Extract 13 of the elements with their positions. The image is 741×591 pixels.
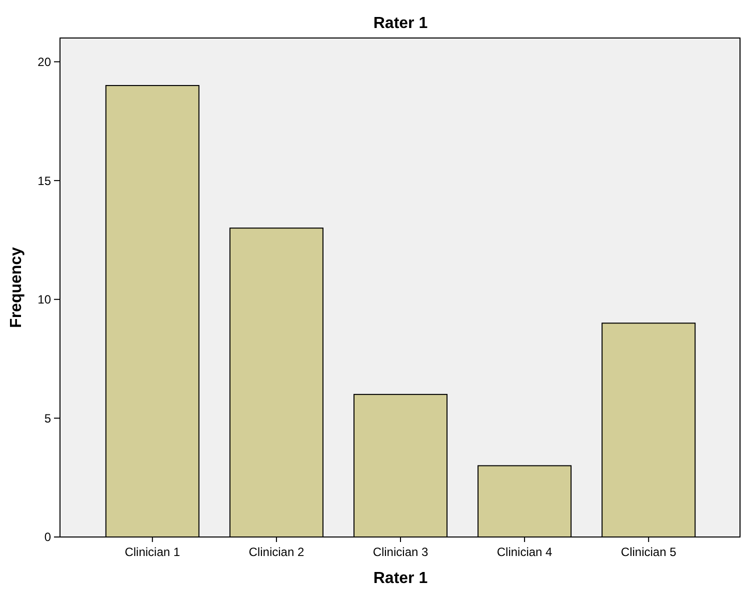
x-axis-title: Rater 1 [373, 570, 428, 587]
x-tick-label: Clinician 4 [496, 545, 553, 559]
chart-title: Rater 1 [373, 15, 428, 32]
x-tick-label: Clinician 1 [124, 545, 180, 559]
y-tick-label: 10 [38, 292, 52, 307]
x-tick-label: Clinician 5 [620, 545, 677, 559]
y-tick-label: 0 [44, 530, 52, 544]
y-tick-label: 20 [38, 54, 52, 69]
x-tick-label: Clinician 3 [372, 545, 429, 559]
x-tick-label: Clinician 2 [248, 545, 304, 559]
y-tick-label: 15 [38, 174, 52, 188]
y-tick-label: 5 [44, 411, 52, 426]
y-axis-title: Frequency [8, 246, 25, 328]
